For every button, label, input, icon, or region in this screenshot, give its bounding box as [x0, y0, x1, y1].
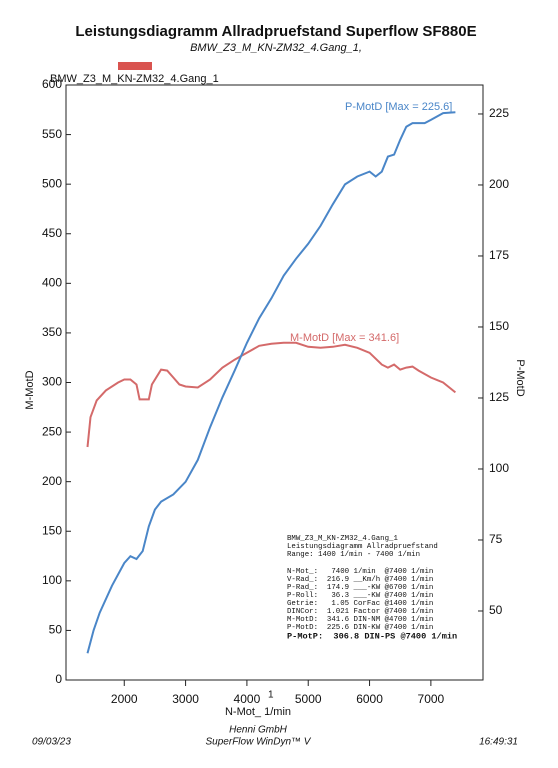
info-row: DINCor: 1.021 Factor @7400 1/min — [287, 608, 433, 616]
y2-tick-label: 225 — [489, 106, 509, 120]
y-tick-label: 50 — [49, 623, 63, 637]
info-highlight: P-MotP: 306.8 DIN-PS @7400 1/min — [287, 631, 457, 641]
y-tick-label: 500 — [42, 176, 62, 190]
y2-tick-label: 175 — [489, 248, 509, 262]
y-tick-label: 150 — [42, 523, 62, 537]
x-marker: 1 — [268, 690, 274, 701]
y-tick-label: 350 — [42, 325, 62, 339]
series-line — [86, 111, 456, 654]
info-row: P-Roll: 36.3 ___-KW @7400 1/min — [287, 592, 433, 600]
curve-annotation: M-MotD [Max = 341.6] — [290, 332, 399, 344]
info-row: M-MotD: 341.6 DIN-NM @4700 1/min — [287, 616, 433, 624]
y2-tick-label: 200 — [489, 177, 509, 191]
x-tick-label: 6000 — [356, 692, 383, 706]
footer-software: SuperFlow WinDyn™ V — [206, 737, 312, 748]
y-tick-label: 550 — [42, 127, 62, 141]
x-tick-label: 3000 — [172, 692, 199, 706]
footer-company: Henni GmbH — [229, 725, 288, 736]
x-axis-label: N-Mot_ 1/min — [225, 706, 291, 718]
x-tick-label: 5000 — [295, 692, 322, 706]
info-header: Range: 1400 1/min - 7400 1/min — [287, 551, 420, 559]
y-tick-label: 300 — [42, 375, 62, 389]
curve-annotation: P-MotD [Max = 225.6] — [345, 101, 452, 113]
info-row: P-MotD: 225.6 DIN-KW @7400 1/min — [287, 624, 433, 632]
info-header: Leistungsdiagramm Allradpruefstand — [287, 543, 438, 551]
y-tick-label: 600 — [42, 77, 62, 91]
y2-tick-label: 125 — [489, 390, 509, 404]
info-header: BMW_Z3_M_KN-ZM32_4.Gang_1 — [287, 535, 398, 543]
y-tick-label: 450 — [42, 226, 62, 240]
y-tick-label: 0 — [55, 672, 62, 686]
y-tick-label: 250 — [42, 424, 62, 438]
y-tick-label: 100 — [42, 573, 62, 587]
chart-title: Leistungsdiagramm Allradpruefstand Super… — [75, 23, 476, 40]
info-row: Getrie: 1.05 CorFac @1400 1/min — [287, 600, 433, 608]
y2-tick-label: 50 — [489, 603, 503, 617]
y-tick-label: 200 — [42, 474, 62, 488]
x-tick-label: 2000 — [111, 692, 138, 706]
series-line — [86, 341, 457, 448]
footer-time: 16:49:31 — [479, 737, 518, 748]
info-row: P-Rad_: 174.9 ___-KW @6700 1/min — [287, 584, 433, 592]
y2-tick-label: 100 — [489, 461, 509, 475]
y-axis-label: M-MotD — [24, 370, 36, 409]
x-tick-label: 4000 — [234, 692, 261, 706]
info-row: N-Mot_: 7400 1/min @7400 1/min — [287, 568, 433, 576]
legend-swatch — [118, 62, 152, 70]
y-tick-label: 400 — [42, 276, 62, 290]
footer-date: 09/03/23 — [32, 737, 71, 748]
x-tick-label: 7000 — [418, 692, 445, 706]
y2-tick-label: 75 — [489, 532, 503, 546]
chart-subtitle: BMW_Z3_M_KN-ZM32_4.Gang_1, — [190, 42, 362, 54]
info-row: V-Rad_: 216.9 __Km/h @7400 1/min — [287, 576, 433, 584]
y2-axis-label: P-MotD — [514, 359, 526, 396]
y2-tick-label: 150 — [489, 319, 509, 333]
legend-label: BMW_Z3_M_KN-ZM32_4.Gang_1 — [50, 73, 219, 85]
